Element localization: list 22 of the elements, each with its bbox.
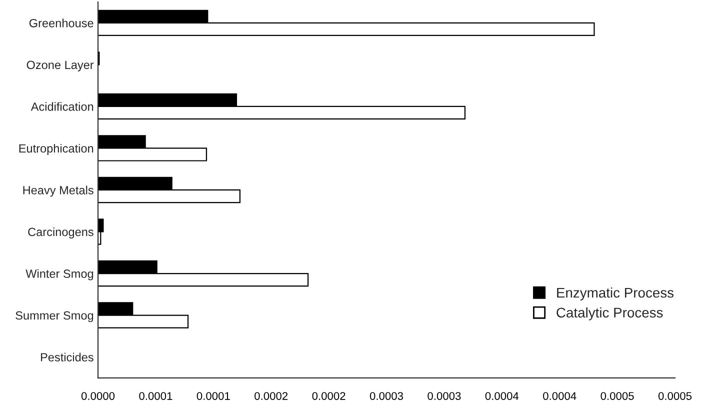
- legend-label: Enzymatic Process: [557, 287, 674, 300]
- y-tick-label: Pesticides: [41, 352, 94, 362]
- x-tick-label: 0.0000: [81, 392, 115, 400]
- x-tick-label: 0.0003: [370, 392, 404, 400]
- x-tick-label: 0.0004: [485, 392, 519, 400]
- y-tick-label: Eutrophication: [19, 144, 94, 155]
- y-tick-label: Winter Smog: [26, 269, 94, 280]
- y-tick-label: Carcinogens: [28, 227, 94, 238]
- y-tick-label: Greenhouse: [29, 18, 94, 28]
- x-tick-label: 0.0005: [600, 392, 634, 400]
- x-tick-label: 0.0005: [658, 392, 692, 400]
- legend-label: Catalytic Process: [556, 307, 663, 320]
- x-tick-label: 0.0001: [196, 392, 230, 400]
- y-tick-label: Summer Smog: [16, 311, 94, 322]
- y-tick-label: Ozone Layer: [26, 60, 94, 72]
- x-tick-label: 0.0004: [543, 392, 576, 400]
- y-tick-label: Acidification: [30, 102, 94, 111]
- x-tick-label: 0.0003: [428, 392, 461, 400]
- x-tick-label: 0.0001: [139, 392, 172, 400]
- y-tick-label: Heavy Metals: [23, 186, 94, 197]
- x-tick-label: 0.0002: [254, 392, 288, 400]
- x-tick-label: 0.0002: [312, 392, 346, 400]
